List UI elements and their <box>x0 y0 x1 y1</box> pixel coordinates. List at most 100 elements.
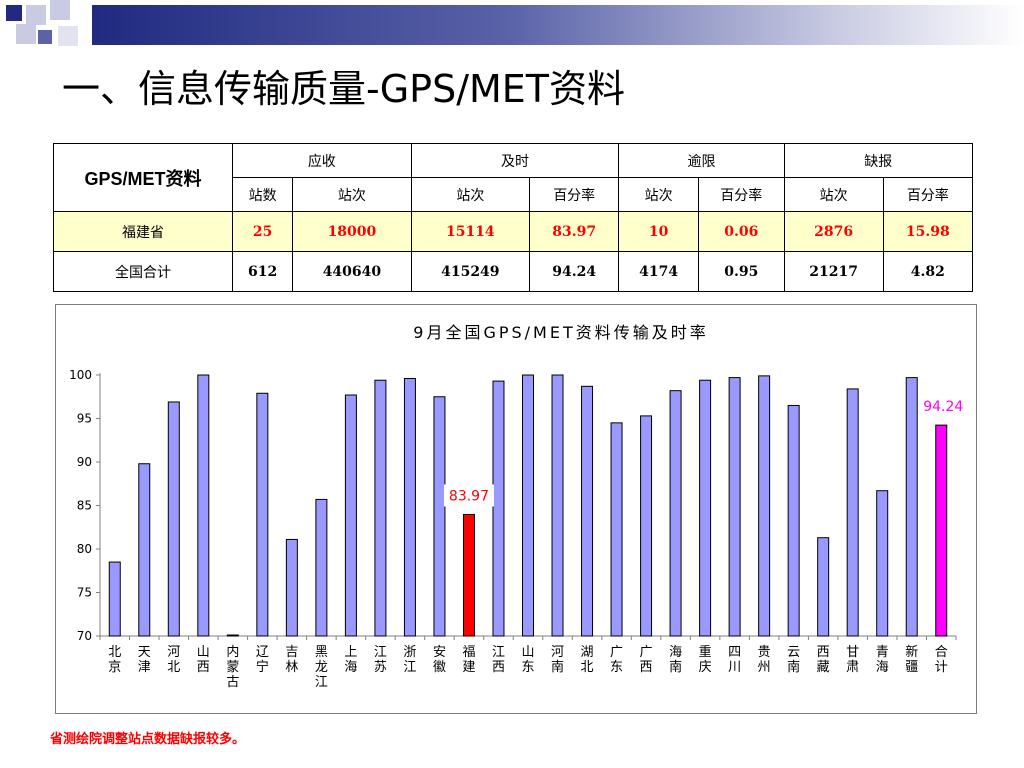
x-tick-label: 西藏 <box>817 645 830 675</box>
x-tick-label: 甘肃 <box>846 645 859 675</box>
summary-table: GPS/MET资料 应收 及时 逾限 缺报 站数 站次 站次 百分率 站次 百分… <box>53 143 974 292</box>
bar <box>492 380 505 637</box>
bar <box>374 379 387 637</box>
table-cell: 15.98 <box>882 211 974 252</box>
bar <box>758 375 771 637</box>
table-cell: 25 <box>231 211 294 252</box>
decor-square <box>50 0 70 20</box>
table-row-national: 全国合计 612 440640 415249 94.24 4174 0.95 2… <box>53 251 974 292</box>
y-tick-label: 80 <box>77 542 92 556</box>
data-label: 83.97 <box>449 488 489 504</box>
group-header: 缺报 <box>783 143 974 178</box>
sub-header: 站次 <box>292 177 412 212</box>
row-label: 全国合计 <box>53 251 233 292</box>
bar <box>433 396 446 637</box>
table-cell: 15114 <box>410 211 531 252</box>
table-cell: 10 <box>618 211 699 252</box>
table-cell: 83.97 <box>529 211 620 252</box>
y-tick-label: 95 <box>77 412 92 426</box>
bar <box>462 513 475 637</box>
bar <box>522 374 534 637</box>
table-cell: 94.24 <box>529 251 620 292</box>
data-label-bg <box>443 484 494 507</box>
bar <box>551 374 564 637</box>
bar <box>108 561 121 637</box>
decor-square <box>26 5 46 25</box>
x-tick-label: 新疆 <box>905 644 918 675</box>
table-cell: 612 <box>231 251 294 292</box>
bar <box>226 634 239 637</box>
y-tick-label: 85 <box>77 499 92 513</box>
x-tick-label: 安徽 <box>433 645 446 675</box>
sub-header: 站次 <box>410 177 531 212</box>
x-tick-label: 海南 <box>669 645 682 675</box>
x-tick-label: 辽宁 <box>256 645 269 675</box>
x-tick-label: 山西 <box>197 645 210 675</box>
y-tick-label: 90 <box>77 455 92 469</box>
x-tick-label: 河北 <box>167 645 180 675</box>
bar <box>167 401 180 637</box>
data-label-bg <box>918 395 969 418</box>
sub-header: 站次 <box>618 177 699 212</box>
table-cell: 0.95 <box>697 251 785 292</box>
bar <box>640 415 653 637</box>
table-cell: 415249 <box>410 251 531 292</box>
bar <box>876 490 889 637</box>
sub-header: 百分率 <box>697 177 785 212</box>
x-tick-label: 上海 <box>344 645 357 675</box>
bar <box>610 422 623 637</box>
bar <box>581 385 594 637</box>
x-tick-label: 内蒙古 <box>226 644 239 690</box>
x-tick-label: 四川 <box>728 645 741 675</box>
group-header: 及时 <box>410 143 620 178</box>
footnote: 省测绘院调整站点数据缺报较多。 <box>50 732 246 747</box>
bar <box>817 537 830 637</box>
x-tick-label: 广东 <box>610 645 623 675</box>
bar <box>669 390 682 637</box>
table-cell: 4174 <box>618 251 699 292</box>
bar <box>138 463 151 637</box>
chart-title: 9月全国GPS/MET资料传输及时率 <box>413 323 708 342</box>
table-cell: 21217 <box>783 251 884 292</box>
table-cell: 2876 <box>783 211 884 252</box>
y-tick-label: 75 <box>77 586 92 600</box>
group-header: 应收 <box>232 143 412 178</box>
table-cell: 18000 <box>292 211 412 252</box>
table-subheader-row: 站数 站次 站次 百分率 站次 百分率 站次 百分率 <box>54 177 974 212</box>
bar <box>197 374 210 637</box>
sub-header: 百分率 <box>529 177 620 212</box>
decor-square <box>6 5 22 21</box>
bar <box>285 538 298 637</box>
data-label: 94.24 <box>923 399 963 415</box>
x-tick-label: 广西 <box>640 645 653 675</box>
x-tick-label: 湖北 <box>581 645 594 675</box>
x-tick-label: 北京 <box>108 645 121 675</box>
data-labels: 83.97 94.24 <box>443 395 969 507</box>
bar <box>403 377 416 637</box>
x-tick-label: 福建 <box>462 645 475 675</box>
table-row-fujian: 福建省 25 18000 15114 83.97 10 0.06 2876 15… <box>53 211 974 252</box>
sub-header: 站次 <box>783 177 884 212</box>
x-tick-label: 江苏 <box>374 645 387 675</box>
bar <box>787 404 800 637</box>
sub-header: 百分率 <box>882 177 974 212</box>
x-tick-label: 贵州 <box>758 645 771 675</box>
table-corner-label: GPS/MET资料 <box>53 143 233 212</box>
x-tick-label: 河南 <box>551 645 564 675</box>
bar <box>905 377 918 637</box>
bar <box>728 377 741 637</box>
x-tick-label: 江西 <box>492 645 505 675</box>
y-tick-label: 100 <box>69 368 92 382</box>
sub-header: 站数 <box>231 177 294 212</box>
y-tick-label: 70 <box>77 629 92 643</box>
row-label: 福建省 <box>53 211 233 252</box>
x-tick-label: 黑龙江 <box>315 645 328 690</box>
table-cell: 440640 <box>292 251 412 292</box>
header-band <box>92 5 1024 45</box>
x-tick-label: 云南 <box>787 645 800 675</box>
bar <box>315 498 328 637</box>
bar <box>344 394 357 637</box>
table-cell: 4.82 <box>882 251 974 292</box>
